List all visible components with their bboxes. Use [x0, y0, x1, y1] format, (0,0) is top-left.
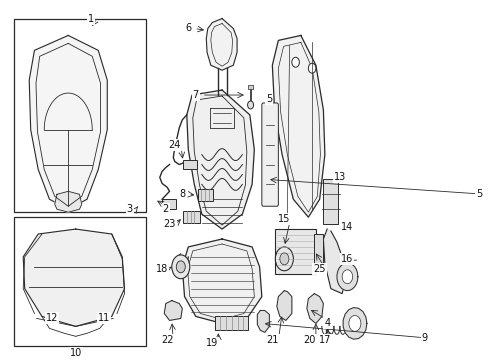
Polygon shape: [337, 263, 358, 291]
Polygon shape: [55, 192, 82, 212]
Bar: [162, 199, 175, 209]
Text: 10: 10: [70, 348, 82, 358]
Circle shape: [176, 261, 185, 273]
Bar: [14, 217, 146, 346]
Bar: [248, 85, 253, 89]
Bar: [315, 234, 323, 269]
Bar: [274, 229, 316, 274]
Polygon shape: [164, 301, 182, 320]
Text: 18: 18: [156, 264, 168, 274]
Text: 7: 7: [193, 90, 199, 100]
Text: 21: 21: [266, 335, 278, 345]
Polygon shape: [206, 19, 237, 70]
Circle shape: [308, 63, 316, 73]
Text: 6: 6: [185, 23, 192, 33]
Text: 5: 5: [266, 94, 272, 104]
Polygon shape: [307, 294, 323, 323]
Text: 4: 4: [324, 318, 330, 328]
Text: 12: 12: [46, 314, 58, 323]
Text: 16: 16: [341, 254, 353, 264]
Polygon shape: [277, 291, 292, 320]
Text: 22: 22: [161, 335, 173, 345]
Text: 2: 2: [163, 204, 169, 214]
Circle shape: [275, 247, 294, 271]
Polygon shape: [323, 229, 346, 294]
Polygon shape: [182, 239, 262, 323]
Bar: [198, 189, 213, 201]
Text: 3: 3: [127, 204, 133, 214]
FancyBboxPatch shape: [262, 103, 278, 206]
Circle shape: [247, 101, 254, 109]
Text: 24: 24: [169, 140, 181, 150]
Polygon shape: [272, 35, 325, 217]
Text: 9: 9: [421, 333, 428, 343]
Circle shape: [292, 57, 299, 67]
Text: 23: 23: [163, 219, 176, 229]
Text: 11: 11: [98, 314, 110, 323]
Text: 1: 1: [88, 14, 94, 23]
Text: 5: 5: [476, 189, 483, 199]
Text: 15: 15: [278, 214, 291, 224]
Circle shape: [349, 315, 361, 331]
Text: 20: 20: [304, 335, 316, 345]
Polygon shape: [257, 310, 270, 332]
Text: 14: 14: [341, 222, 353, 232]
Text: 19: 19: [206, 338, 219, 348]
Bar: [183, 211, 199, 223]
Circle shape: [172, 255, 190, 279]
Text: 25: 25: [314, 264, 326, 274]
Text: 17: 17: [318, 335, 331, 345]
Polygon shape: [187, 90, 254, 229]
Polygon shape: [23, 229, 124, 327]
Bar: [323, 179, 339, 224]
Polygon shape: [29, 35, 107, 209]
Circle shape: [342, 270, 353, 284]
Polygon shape: [343, 307, 367, 339]
Bar: [183, 159, 196, 170]
Bar: [215, 316, 248, 330]
Text: 8: 8: [179, 189, 185, 199]
Text: 13: 13: [334, 172, 346, 183]
Bar: [14, 19, 146, 212]
Circle shape: [280, 253, 289, 265]
